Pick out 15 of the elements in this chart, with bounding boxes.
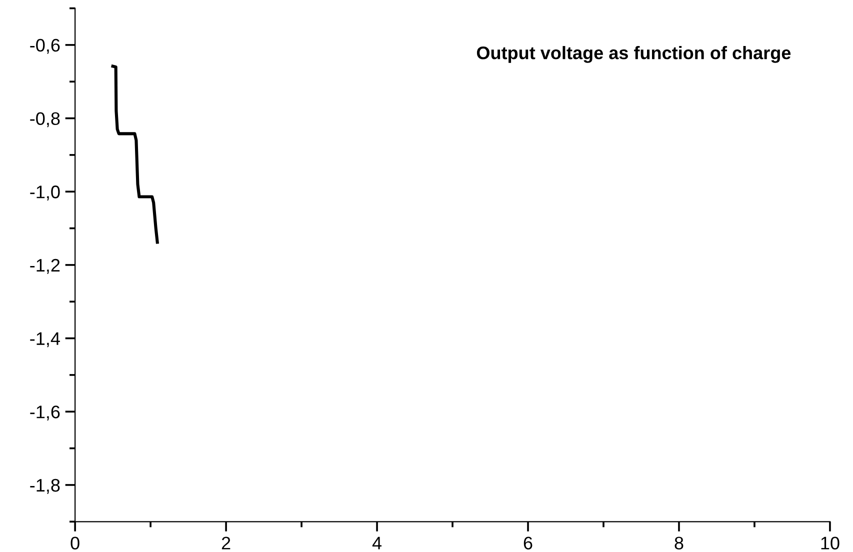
y-tick-label: -1,2 <box>30 258 60 274</box>
x-tick-label: 8 <box>674 536 684 550</box>
line-series <box>111 64 159 244</box>
x-tick-label: 4 <box>372 536 382 550</box>
y-tick-label: -1,8 <box>30 478 60 494</box>
y-tick-label: -1,6 <box>30 406 60 420</box>
x-tick-label: 2 <box>222 536 230 550</box>
y-tick-label: -0,8 <box>30 112 60 128</box>
x-tick-label: 6 <box>524 536 532 550</box>
y-tick-label: -1,0 <box>30 186 60 200</box>
x-tick-label: 10 <box>821 536 840 550</box>
y-tick-label: -1,4 <box>30 332 60 348</box>
x-tick-label: 0 <box>70 536 80 550</box>
text: Output voltage as function of charge <box>476 46 791 63</box>
y-tick-label: -0,6 <box>30 38 60 54</box>
